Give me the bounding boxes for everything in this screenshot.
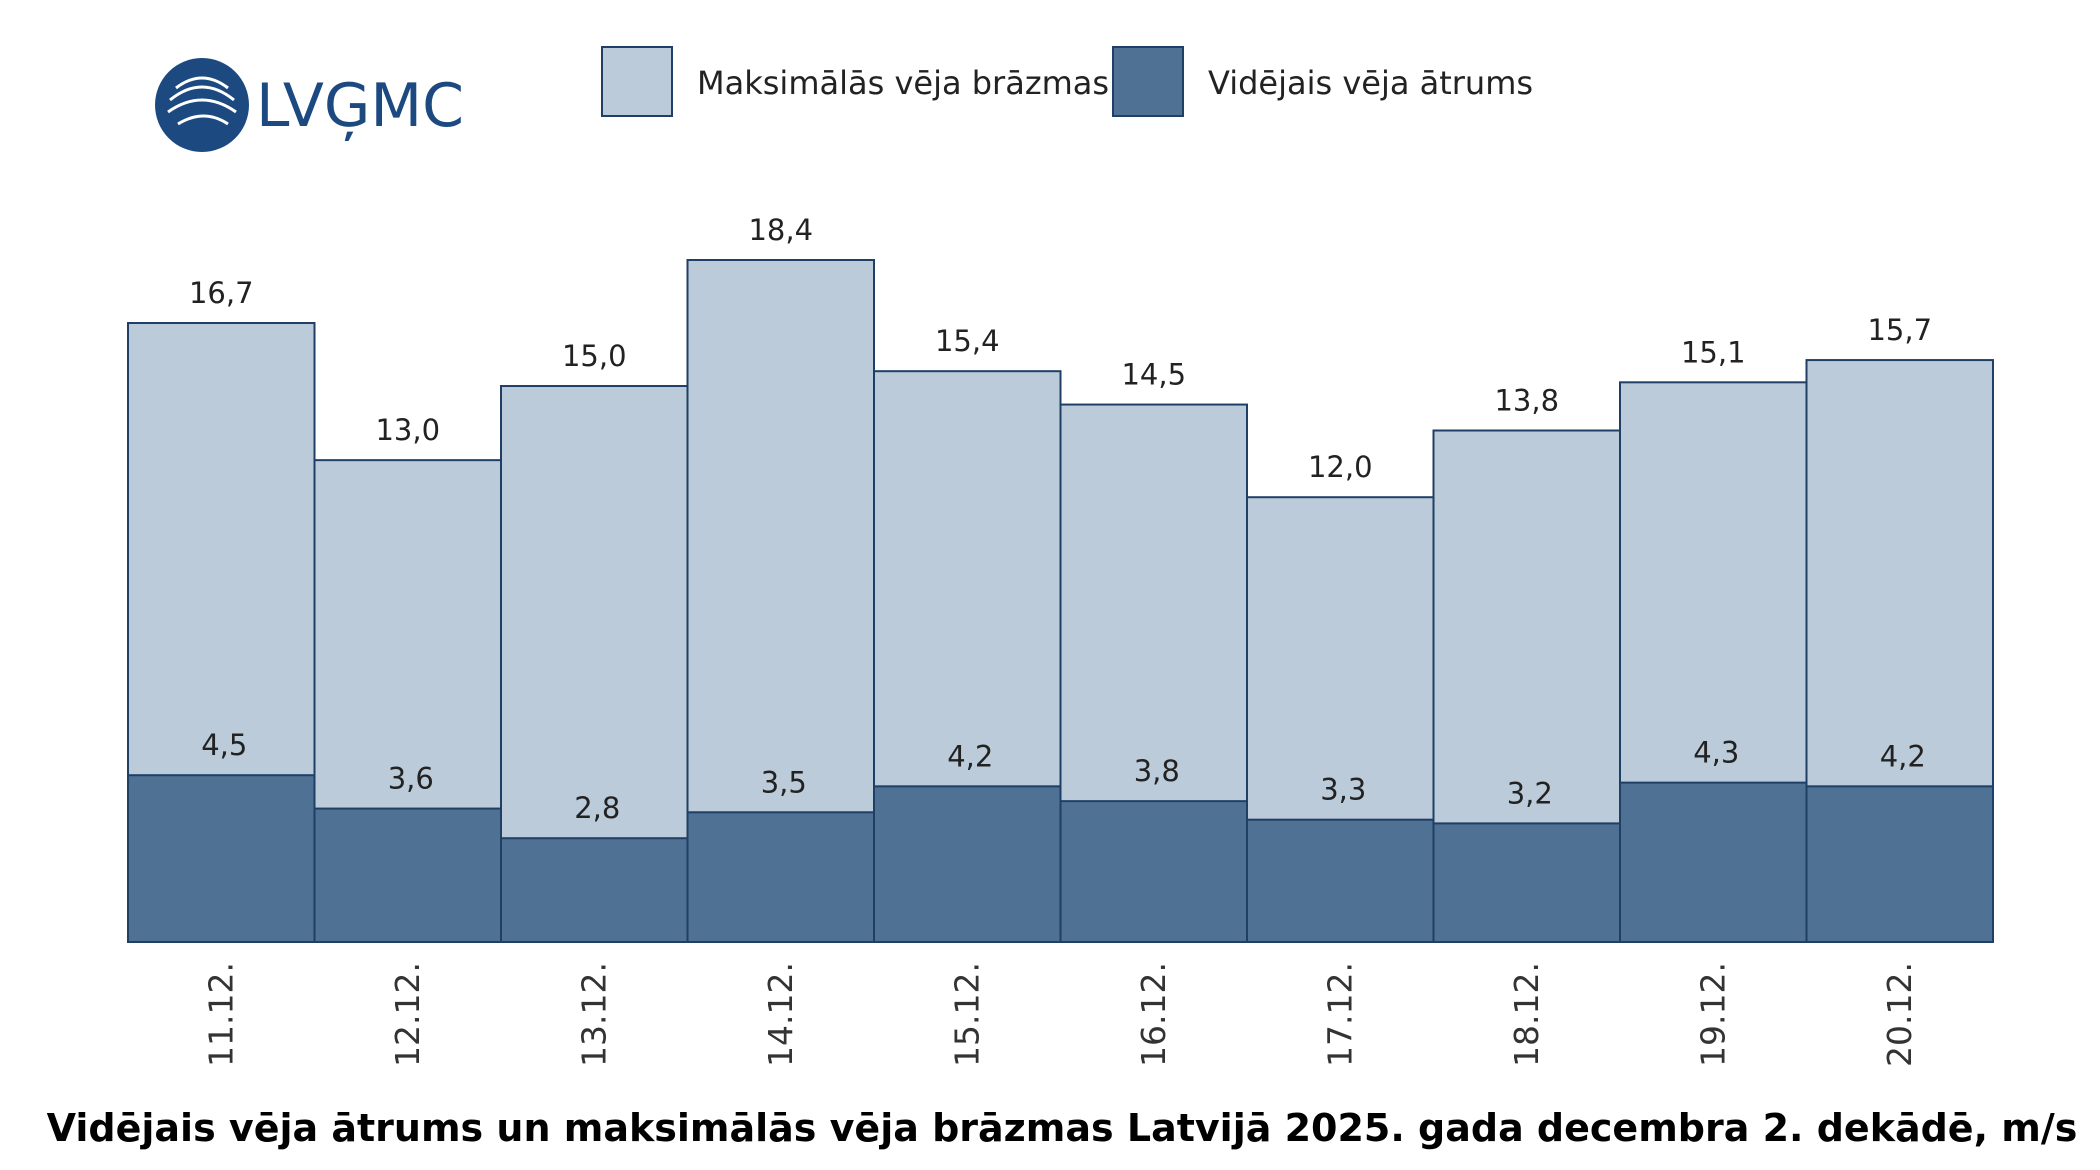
x-tick-label: 12.12. <box>388 962 427 1067</box>
legend-swatch <box>601 46 673 117</box>
value-label: 3,3 <box>1320 773 1366 807</box>
value-label: 3,2 <box>1507 776 1553 810</box>
value-label: 15,0 <box>562 339 627 373</box>
bar <box>1805 785 1994 944</box>
logo-circle <box>155 58 249 152</box>
value-label: 14,5 <box>1121 358 1186 392</box>
value-label: 3,5 <box>761 765 807 799</box>
bar <box>313 807 502 944</box>
value-label: 4,2 <box>1880 739 1926 773</box>
x-tick-label: 16.12. <box>1134 962 1173 1067</box>
bar <box>1432 822 1621 943</box>
value-label: 3,8 <box>1134 754 1180 788</box>
logo-waves <box>167 76 237 126</box>
x-tick-label: 14.12. <box>761 962 800 1067</box>
x-tick-label: 15.12. <box>947 962 986 1067</box>
value-label: 18,4 <box>748 213 813 247</box>
bar <box>1246 818 1435 943</box>
value-label: 4,3 <box>1693 736 1739 770</box>
value-label: 15,4 <box>935 324 1000 358</box>
bar <box>1619 781 1808 943</box>
bar <box>1059 800 1248 943</box>
x-tick-label: 18.12. <box>1507 962 1546 1067</box>
legend-label: Vidējais vēja ātrums <box>1208 64 1533 102</box>
logo-text: LVĢMC <box>256 71 464 141</box>
value-label: 13,0 <box>375 413 440 447</box>
bar <box>500 837 689 944</box>
x-tick-label: 11.12. <box>201 962 240 1067</box>
chart-title: Vidējais vēja ātrums un maksimālās vēja … <box>47 1106 2078 1150</box>
x-tick-label: 20.12. <box>1880 962 1919 1067</box>
logo: LVĢMC <box>155 58 464 152</box>
value-label: 13,8 <box>1494 384 1559 418</box>
value-label: 16,7 <box>189 276 254 310</box>
bar <box>686 811 875 943</box>
x-tick-label: 13.12. <box>574 962 613 1067</box>
value-label: 12,0 <box>1308 450 1373 484</box>
legend-label: Maksimālās vēja brāzmas <box>697 64 1109 102</box>
value-label: 3,6 <box>388 762 434 796</box>
value-label: 15,1 <box>1681 335 1746 369</box>
value-label: 4,5 <box>201 728 247 762</box>
value-label: 15,7 <box>1867 313 1932 347</box>
bar <box>873 785 1062 944</box>
value-label: 4,2 <box>947 739 993 773</box>
legend-swatch <box>1112 46 1184 117</box>
bar <box>127 774 316 944</box>
value-label: 2,8 <box>574 791 620 825</box>
x-tick-label: 19.12. <box>1693 962 1732 1067</box>
x-tick-label: 17.12. <box>1320 962 1359 1067</box>
